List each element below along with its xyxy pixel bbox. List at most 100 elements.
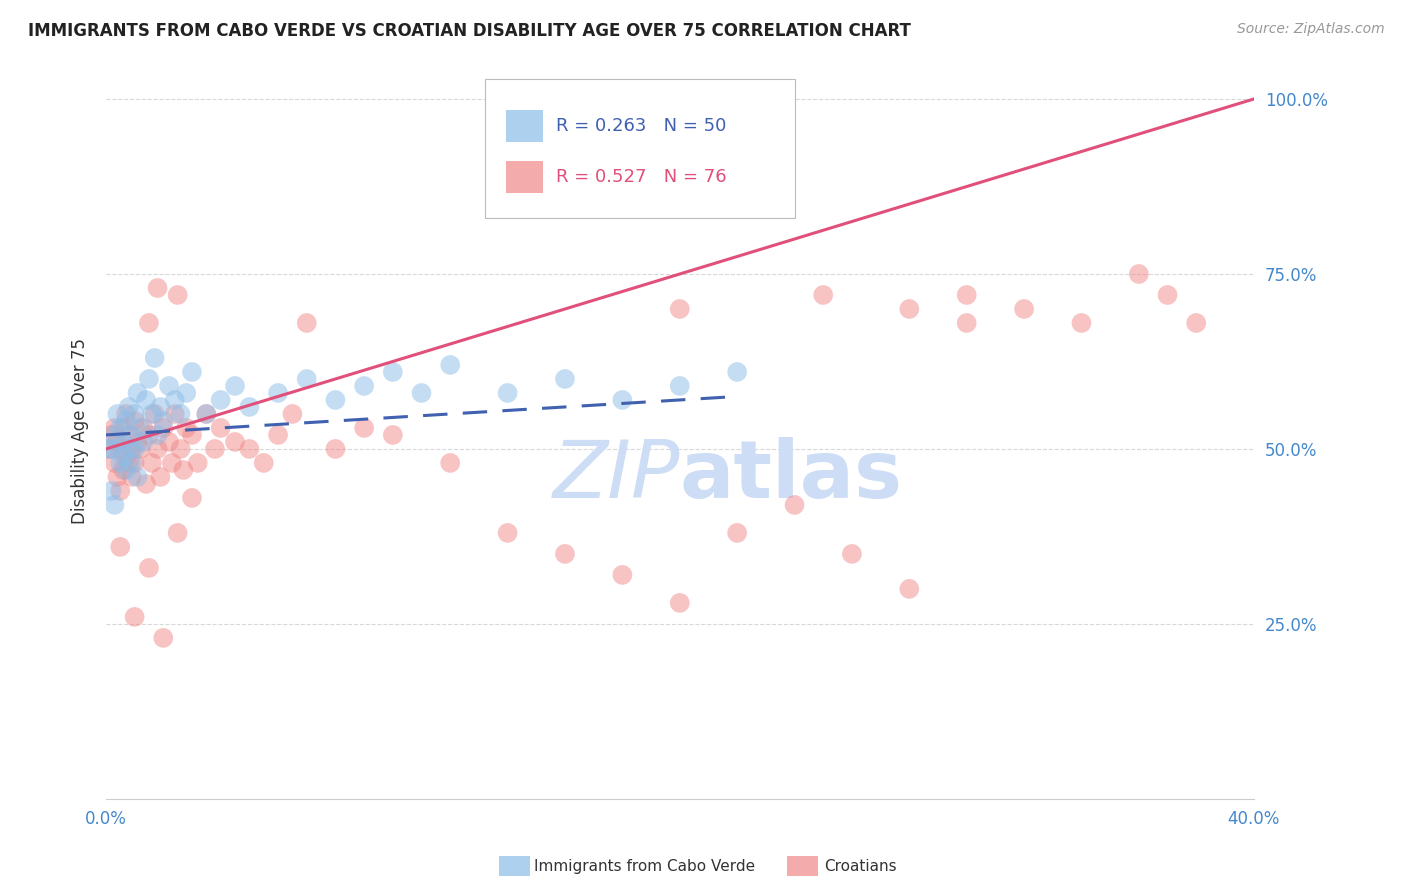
Point bbox=[668, 596, 690, 610]
Point bbox=[612, 392, 634, 407]
Point bbox=[115, 449, 138, 463]
Point bbox=[143, 351, 166, 365]
Point bbox=[238, 442, 260, 456]
Point bbox=[138, 561, 160, 575]
Point bbox=[157, 379, 180, 393]
Point bbox=[1070, 316, 1092, 330]
Point bbox=[100, 483, 122, 498]
Point bbox=[124, 610, 146, 624]
Point bbox=[411, 386, 433, 401]
Point bbox=[166, 288, 188, 302]
Point bbox=[238, 400, 260, 414]
Point bbox=[100, 442, 122, 456]
Text: R = 0.263   N = 50: R = 0.263 N = 50 bbox=[555, 117, 725, 135]
Y-axis label: Disability Age Over 75: Disability Age Over 75 bbox=[72, 338, 89, 524]
Point bbox=[110, 442, 132, 456]
Point bbox=[187, 456, 209, 470]
Point bbox=[115, 407, 138, 421]
Point bbox=[181, 428, 204, 442]
Point bbox=[152, 421, 174, 435]
Point bbox=[439, 456, 461, 470]
Text: atlas: atlas bbox=[679, 436, 903, 515]
Point bbox=[110, 483, 132, 498]
Point bbox=[152, 631, 174, 645]
Point bbox=[103, 456, 125, 470]
Point bbox=[439, 358, 461, 372]
Point bbox=[166, 525, 188, 540]
Point bbox=[124, 442, 146, 456]
Point bbox=[105, 434, 128, 449]
Point bbox=[105, 470, 128, 484]
Point bbox=[97, 442, 120, 456]
Point bbox=[121, 442, 143, 456]
Point bbox=[97, 442, 120, 456]
Point bbox=[141, 407, 163, 421]
Point bbox=[554, 547, 576, 561]
Point bbox=[295, 316, 318, 330]
Point bbox=[181, 365, 204, 379]
Point bbox=[898, 301, 921, 316]
Point bbox=[325, 392, 347, 407]
Point bbox=[195, 407, 218, 421]
Point bbox=[121, 470, 143, 484]
Point bbox=[163, 392, 186, 407]
Point bbox=[127, 386, 149, 401]
Point bbox=[725, 365, 748, 379]
Point bbox=[138, 428, 160, 442]
Point bbox=[160, 456, 183, 470]
Point bbox=[129, 421, 152, 435]
Point bbox=[110, 421, 132, 435]
Point bbox=[121, 456, 143, 470]
Point bbox=[1012, 301, 1035, 316]
Point bbox=[152, 414, 174, 428]
Text: Source: ZipAtlas.com: Source: ZipAtlas.com bbox=[1237, 22, 1385, 37]
Point bbox=[295, 372, 318, 386]
FancyBboxPatch shape bbox=[506, 161, 543, 194]
Point bbox=[157, 434, 180, 449]
Point bbox=[138, 372, 160, 386]
Point bbox=[110, 540, 132, 554]
Point bbox=[267, 428, 290, 442]
Point bbox=[127, 470, 149, 484]
Point bbox=[381, 365, 404, 379]
Point bbox=[135, 477, 157, 491]
Point bbox=[172, 463, 194, 477]
Point bbox=[112, 434, 135, 449]
Point bbox=[118, 442, 141, 456]
Point bbox=[121, 428, 143, 442]
Point bbox=[668, 379, 690, 393]
Point bbox=[103, 498, 125, 512]
Point bbox=[132, 434, 155, 449]
Point bbox=[149, 470, 172, 484]
Point bbox=[112, 463, 135, 477]
Point bbox=[112, 449, 135, 463]
Point bbox=[174, 421, 197, 435]
Point bbox=[124, 456, 146, 470]
Point bbox=[612, 568, 634, 582]
Point bbox=[132, 421, 155, 435]
Point bbox=[813, 288, 835, 302]
Point bbox=[115, 463, 138, 477]
Text: ZIP: ZIP bbox=[553, 436, 679, 515]
FancyBboxPatch shape bbox=[485, 78, 794, 219]
Point bbox=[169, 442, 191, 456]
Point bbox=[146, 428, 169, 442]
Point bbox=[141, 456, 163, 470]
Point bbox=[554, 372, 576, 386]
Point bbox=[496, 525, 519, 540]
Point bbox=[1128, 267, 1150, 281]
Point bbox=[163, 407, 186, 421]
Point bbox=[725, 525, 748, 540]
Point bbox=[124, 407, 146, 421]
Point bbox=[124, 414, 146, 428]
Point bbox=[1185, 316, 1208, 330]
Point bbox=[783, 498, 806, 512]
Point bbox=[118, 428, 141, 442]
Point bbox=[138, 316, 160, 330]
Point bbox=[146, 442, 169, 456]
Point bbox=[353, 421, 375, 435]
Point bbox=[353, 379, 375, 393]
Point bbox=[127, 434, 149, 449]
Point bbox=[100, 428, 122, 442]
Point bbox=[149, 400, 172, 414]
